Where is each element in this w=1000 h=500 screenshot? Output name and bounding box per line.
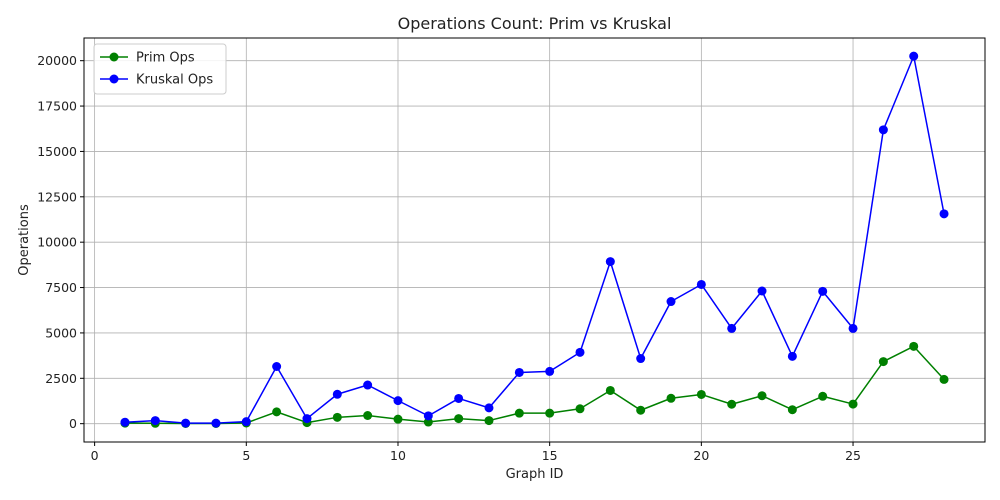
data-point-prim	[363, 411, 373, 421]
x-tick-label: 20	[693, 448, 709, 463]
legend-label-kruskal: Kruskal Ops	[136, 73, 213, 88]
data-point-prim	[636, 405, 646, 415]
data-point-kruskal	[636, 354, 646, 364]
plot-area-frame	[83, 37, 986, 443]
data-point-kruskal	[332, 389, 342, 399]
x-tick-label: 25	[845, 448, 861, 463]
data-point-prim	[878, 357, 888, 367]
data-point-kruskal	[454, 393, 464, 403]
data-point-prim	[575, 404, 585, 414]
y-tick-label: 20000	[37, 53, 77, 68]
y-tick-label: 15000	[37, 144, 77, 159]
data-point-prim	[545, 408, 555, 418]
axis-ticks: 0 5 10 15 20 25 0 2500 5000 7500 10000 12500 15000 17…	[37, 53, 861, 463]
data-point-kruskal	[666, 297, 676, 307]
data-point-prim	[848, 399, 858, 409]
data-point-kruskal	[302, 414, 312, 424]
y-tick-label: 7500	[45, 280, 77, 295]
grid	[84, 38, 985, 442]
data-point-kruskal	[787, 351, 797, 361]
data-point-prim	[727, 399, 737, 409]
series-line-kruskal	[124, 55, 945, 424]
data-point-kruskal	[848, 323, 858, 333]
data-point-prim	[939, 374, 949, 384]
x-tick-label: 5	[242, 448, 250, 463]
data-point-prim	[818, 391, 828, 401]
data-point-kruskal	[120, 417, 130, 427]
data-point-kruskal	[575, 347, 585, 357]
x-tick-label: 10	[390, 448, 406, 463]
x-axis-title: Graph ID	[506, 467, 564, 482]
legend-marker-kruskal	[109, 74, 119, 84]
series-group	[120, 51, 949, 428]
data-point-kruskal	[727, 323, 737, 333]
data-point-prim	[272, 407, 282, 417]
legend: Prim Ops Kruskal Ops	[93, 43, 227, 95]
data-point-kruskal	[241, 417, 251, 427]
y-tick-label: 17500	[37, 99, 77, 114]
data-point-prim	[454, 414, 464, 424]
series-line-prim	[124, 345, 945, 425]
data-point-kruskal	[757, 286, 767, 296]
x-tick-label: 0	[91, 448, 99, 463]
data-point-kruskal	[150, 416, 160, 426]
y-tick-label: 10000	[37, 235, 77, 250]
data-point-kruskal	[423, 411, 433, 421]
data-point-kruskal	[272, 361, 282, 371]
y-tick-label: 12500	[37, 189, 77, 204]
data-point-prim	[787, 405, 797, 415]
data-point-kruskal	[696, 279, 706, 289]
data-point-prim	[332, 412, 342, 422]
data-point-kruskal	[211, 418, 221, 428]
legend-marker-prim	[109, 52, 119, 62]
data-point-prim	[909, 341, 919, 351]
y-axis-title: Operations	[17, 204, 32, 276]
data-point-kruskal	[818, 286, 828, 296]
data-point-kruskal	[909, 51, 919, 61]
data-point-kruskal	[514, 367, 524, 377]
legend-label-prim: Prim Ops	[136, 51, 195, 66]
y-tick-label: 5000	[45, 325, 77, 340]
series-prim	[120, 341, 949, 428]
data-point-prim	[757, 391, 767, 401]
series-kruskal	[120, 51, 949, 428]
data-point-prim	[393, 414, 403, 424]
data-point-prim	[666, 393, 676, 403]
data-point-kruskal	[878, 125, 888, 135]
data-point-kruskal	[484, 403, 494, 413]
y-tick-label: 0	[69, 416, 77, 431]
data-point-prim	[696, 389, 706, 399]
y-tick-label: 2500	[45, 371, 77, 386]
data-point-prim	[605, 385, 615, 395]
data-point-prim	[514, 408, 524, 418]
data-point-kruskal	[939, 209, 949, 219]
data-point-kruskal	[605, 257, 615, 267]
data-point-kruskal	[363, 380, 373, 390]
data-point-kruskal	[393, 396, 403, 406]
data-point-kruskal	[545, 366, 555, 376]
x-tick-label: 15	[542, 448, 558, 463]
data-point-kruskal	[181, 418, 191, 428]
chart-title: Operations Count: Prim vs Kruskal	[398, 14, 672, 33]
data-point-prim	[423, 417, 433, 427]
data-point-prim	[484, 416, 494, 426]
